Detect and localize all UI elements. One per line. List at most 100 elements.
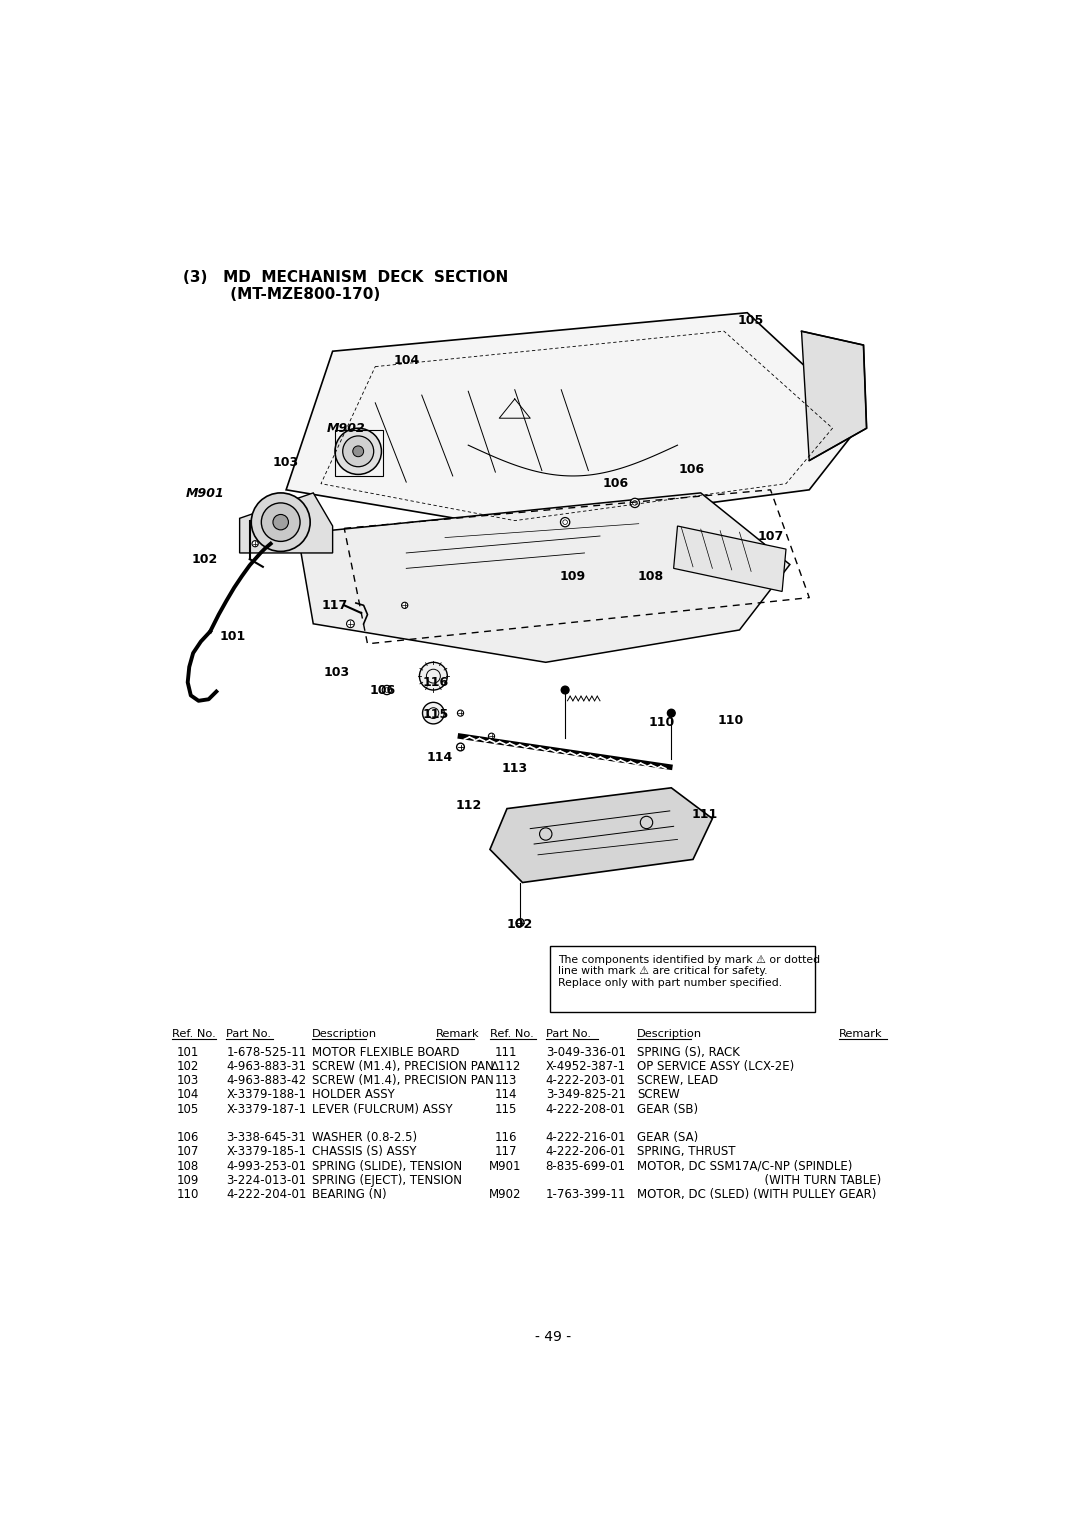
Text: SPRING, THRUST: SPRING, THRUST (637, 1146, 735, 1158)
Text: 109: 109 (559, 570, 586, 582)
Text: - 49 -: - 49 - (536, 1329, 571, 1343)
Text: SCREW: SCREW (637, 1088, 680, 1102)
Circle shape (562, 686, 569, 694)
Text: OP SERVICE ASSY (LCX-2E): OP SERVICE ASSY (LCX-2E) (637, 1060, 795, 1073)
Text: M902: M902 (326, 422, 365, 435)
Text: 110: 110 (176, 1189, 199, 1201)
Circle shape (353, 446, 364, 457)
Text: 104: 104 (393, 354, 419, 367)
Text: MOTOR, DC (SLED) (WITH PULLEY GEAR): MOTOR, DC (SLED) (WITH PULLEY GEAR) (637, 1189, 877, 1201)
Text: 3-349-825-21: 3-349-825-21 (545, 1088, 626, 1102)
Text: MOTOR, DC SSM17A/C-NP (SPINDLE): MOTOR, DC SSM17A/C-NP (SPINDLE) (637, 1160, 852, 1172)
Text: (WITH TURN TABLE): (WITH TURN TABLE) (637, 1174, 881, 1187)
Text: 111: 111 (691, 808, 718, 821)
Text: 1-678-525-11: 1-678-525-11 (227, 1045, 307, 1059)
FancyBboxPatch shape (551, 946, 815, 1012)
Text: 102: 102 (176, 1060, 199, 1073)
Text: 109: 109 (176, 1174, 199, 1187)
Text: GEAR (SA): GEAR (SA) (637, 1131, 699, 1144)
Text: MOTOR FLEXIBLE BOARD: MOTOR FLEXIBLE BOARD (312, 1045, 459, 1059)
Text: 117: 117 (495, 1146, 516, 1158)
Text: 108: 108 (176, 1160, 199, 1172)
Text: M901: M901 (489, 1160, 522, 1172)
Text: (MT-MZE800-170): (MT-MZE800-170) (183, 287, 380, 303)
Text: 107: 107 (176, 1146, 199, 1158)
Text: 102: 102 (507, 918, 534, 931)
Text: X-3379-185-1: X-3379-185-1 (227, 1146, 307, 1158)
Circle shape (631, 498, 639, 507)
Text: LEVER (FULCRUM) ASSY: LEVER (FULCRUM) ASSY (312, 1103, 453, 1115)
Text: 3-338-645-31: 3-338-645-31 (227, 1131, 307, 1144)
Text: SCREW (M1.4), PRECISION PAN: SCREW (M1.4), PRECISION PAN (312, 1060, 494, 1073)
Text: 115: 115 (422, 707, 449, 721)
Text: Part No.: Part No. (545, 1028, 591, 1039)
Text: 103: 103 (323, 666, 350, 678)
Text: SCREW, LEAD: SCREW, LEAD (637, 1074, 718, 1088)
Circle shape (422, 703, 444, 724)
Text: 111: 111 (495, 1045, 516, 1059)
Text: 117: 117 (322, 599, 348, 611)
Text: 101: 101 (219, 630, 246, 643)
Polygon shape (298, 494, 789, 662)
Text: 4-222-204-01: 4-222-204-01 (227, 1189, 307, 1201)
Text: BEARING (N): BEARING (N) (312, 1189, 387, 1201)
Text: (3)   MD  MECHANISM  DECK  SECTION: (3) MD MECHANISM DECK SECTION (183, 269, 509, 284)
Text: 112: 112 (455, 799, 482, 811)
Text: ∆112: ∆112 (490, 1060, 521, 1073)
Text: 106: 106 (678, 463, 704, 477)
Text: 105: 105 (738, 313, 765, 327)
Text: Ref. No.: Ref. No. (490, 1028, 534, 1039)
Circle shape (667, 709, 675, 717)
Text: Remark: Remark (839, 1028, 882, 1039)
Text: X-4952-387-1: X-4952-387-1 (545, 1060, 626, 1073)
Text: 4-222-208-01: 4-222-208-01 (545, 1103, 626, 1115)
Text: WASHER (0.8-2.5): WASHER (0.8-2.5) (312, 1131, 417, 1144)
Text: 107: 107 (757, 530, 784, 542)
Text: 102: 102 (191, 553, 218, 565)
Polygon shape (286, 313, 864, 529)
Text: 4-963-883-42: 4-963-883-42 (227, 1074, 307, 1088)
Text: 3-049-336-01: 3-049-336-01 (545, 1045, 625, 1059)
Text: Ref. No.: Ref. No. (172, 1028, 216, 1039)
Text: 113: 113 (495, 1074, 516, 1088)
Text: SPRING (SLIDE), TENSION: SPRING (SLIDE), TENSION (312, 1160, 462, 1172)
Text: SPRING (S), RACK: SPRING (S), RACK (637, 1045, 740, 1059)
Text: 8-835-699-01: 8-835-699-01 (545, 1160, 625, 1172)
Text: 113: 113 (502, 762, 528, 775)
Text: 104: 104 (176, 1088, 199, 1102)
Circle shape (273, 515, 288, 530)
Text: CHASSIS (S) ASSY: CHASSIS (S) ASSY (312, 1146, 416, 1158)
Text: 114: 114 (427, 750, 453, 764)
Text: X-3379-187-1: X-3379-187-1 (227, 1103, 307, 1115)
Text: 116: 116 (422, 675, 449, 689)
Text: 1-763-399-11: 1-763-399-11 (545, 1189, 626, 1201)
Text: 105: 105 (176, 1103, 199, 1115)
Circle shape (382, 686, 392, 695)
Text: HOLDER ASSY: HOLDER ASSY (312, 1088, 394, 1102)
Circle shape (261, 503, 300, 541)
Text: 115: 115 (495, 1103, 516, 1115)
Text: 103: 103 (176, 1074, 199, 1088)
Text: 4-222-203-01: 4-222-203-01 (545, 1074, 626, 1088)
Text: The components identified by mark ⚠ or dotted
line with mark ⚠ are critical for : The components identified by mark ⚠ or d… (558, 955, 821, 989)
Polygon shape (801, 332, 866, 460)
Circle shape (252, 494, 310, 552)
Text: 3-224-013-01: 3-224-013-01 (227, 1174, 307, 1187)
Text: Description: Description (637, 1028, 702, 1039)
Circle shape (458, 711, 463, 717)
Text: GEAR (SB): GEAR (SB) (637, 1103, 699, 1115)
Text: 114: 114 (495, 1088, 516, 1102)
Circle shape (335, 428, 381, 474)
Text: 110: 110 (649, 715, 675, 729)
Circle shape (252, 541, 258, 547)
Text: SPRING (EJECT), TENSION: SPRING (EJECT), TENSION (312, 1174, 462, 1187)
Text: 101: 101 (176, 1045, 199, 1059)
Circle shape (457, 743, 464, 750)
Circle shape (402, 602, 408, 608)
Text: 106: 106 (370, 683, 396, 697)
Text: SCREW (M1.4), PRECISION PAN: SCREW (M1.4), PRECISION PAN (312, 1074, 494, 1088)
Text: 4-993-253-01: 4-993-253-01 (227, 1160, 307, 1172)
Text: X-3379-188-1: X-3379-188-1 (227, 1088, 307, 1102)
Text: Remark: Remark (435, 1028, 480, 1039)
Text: 106: 106 (603, 477, 629, 490)
